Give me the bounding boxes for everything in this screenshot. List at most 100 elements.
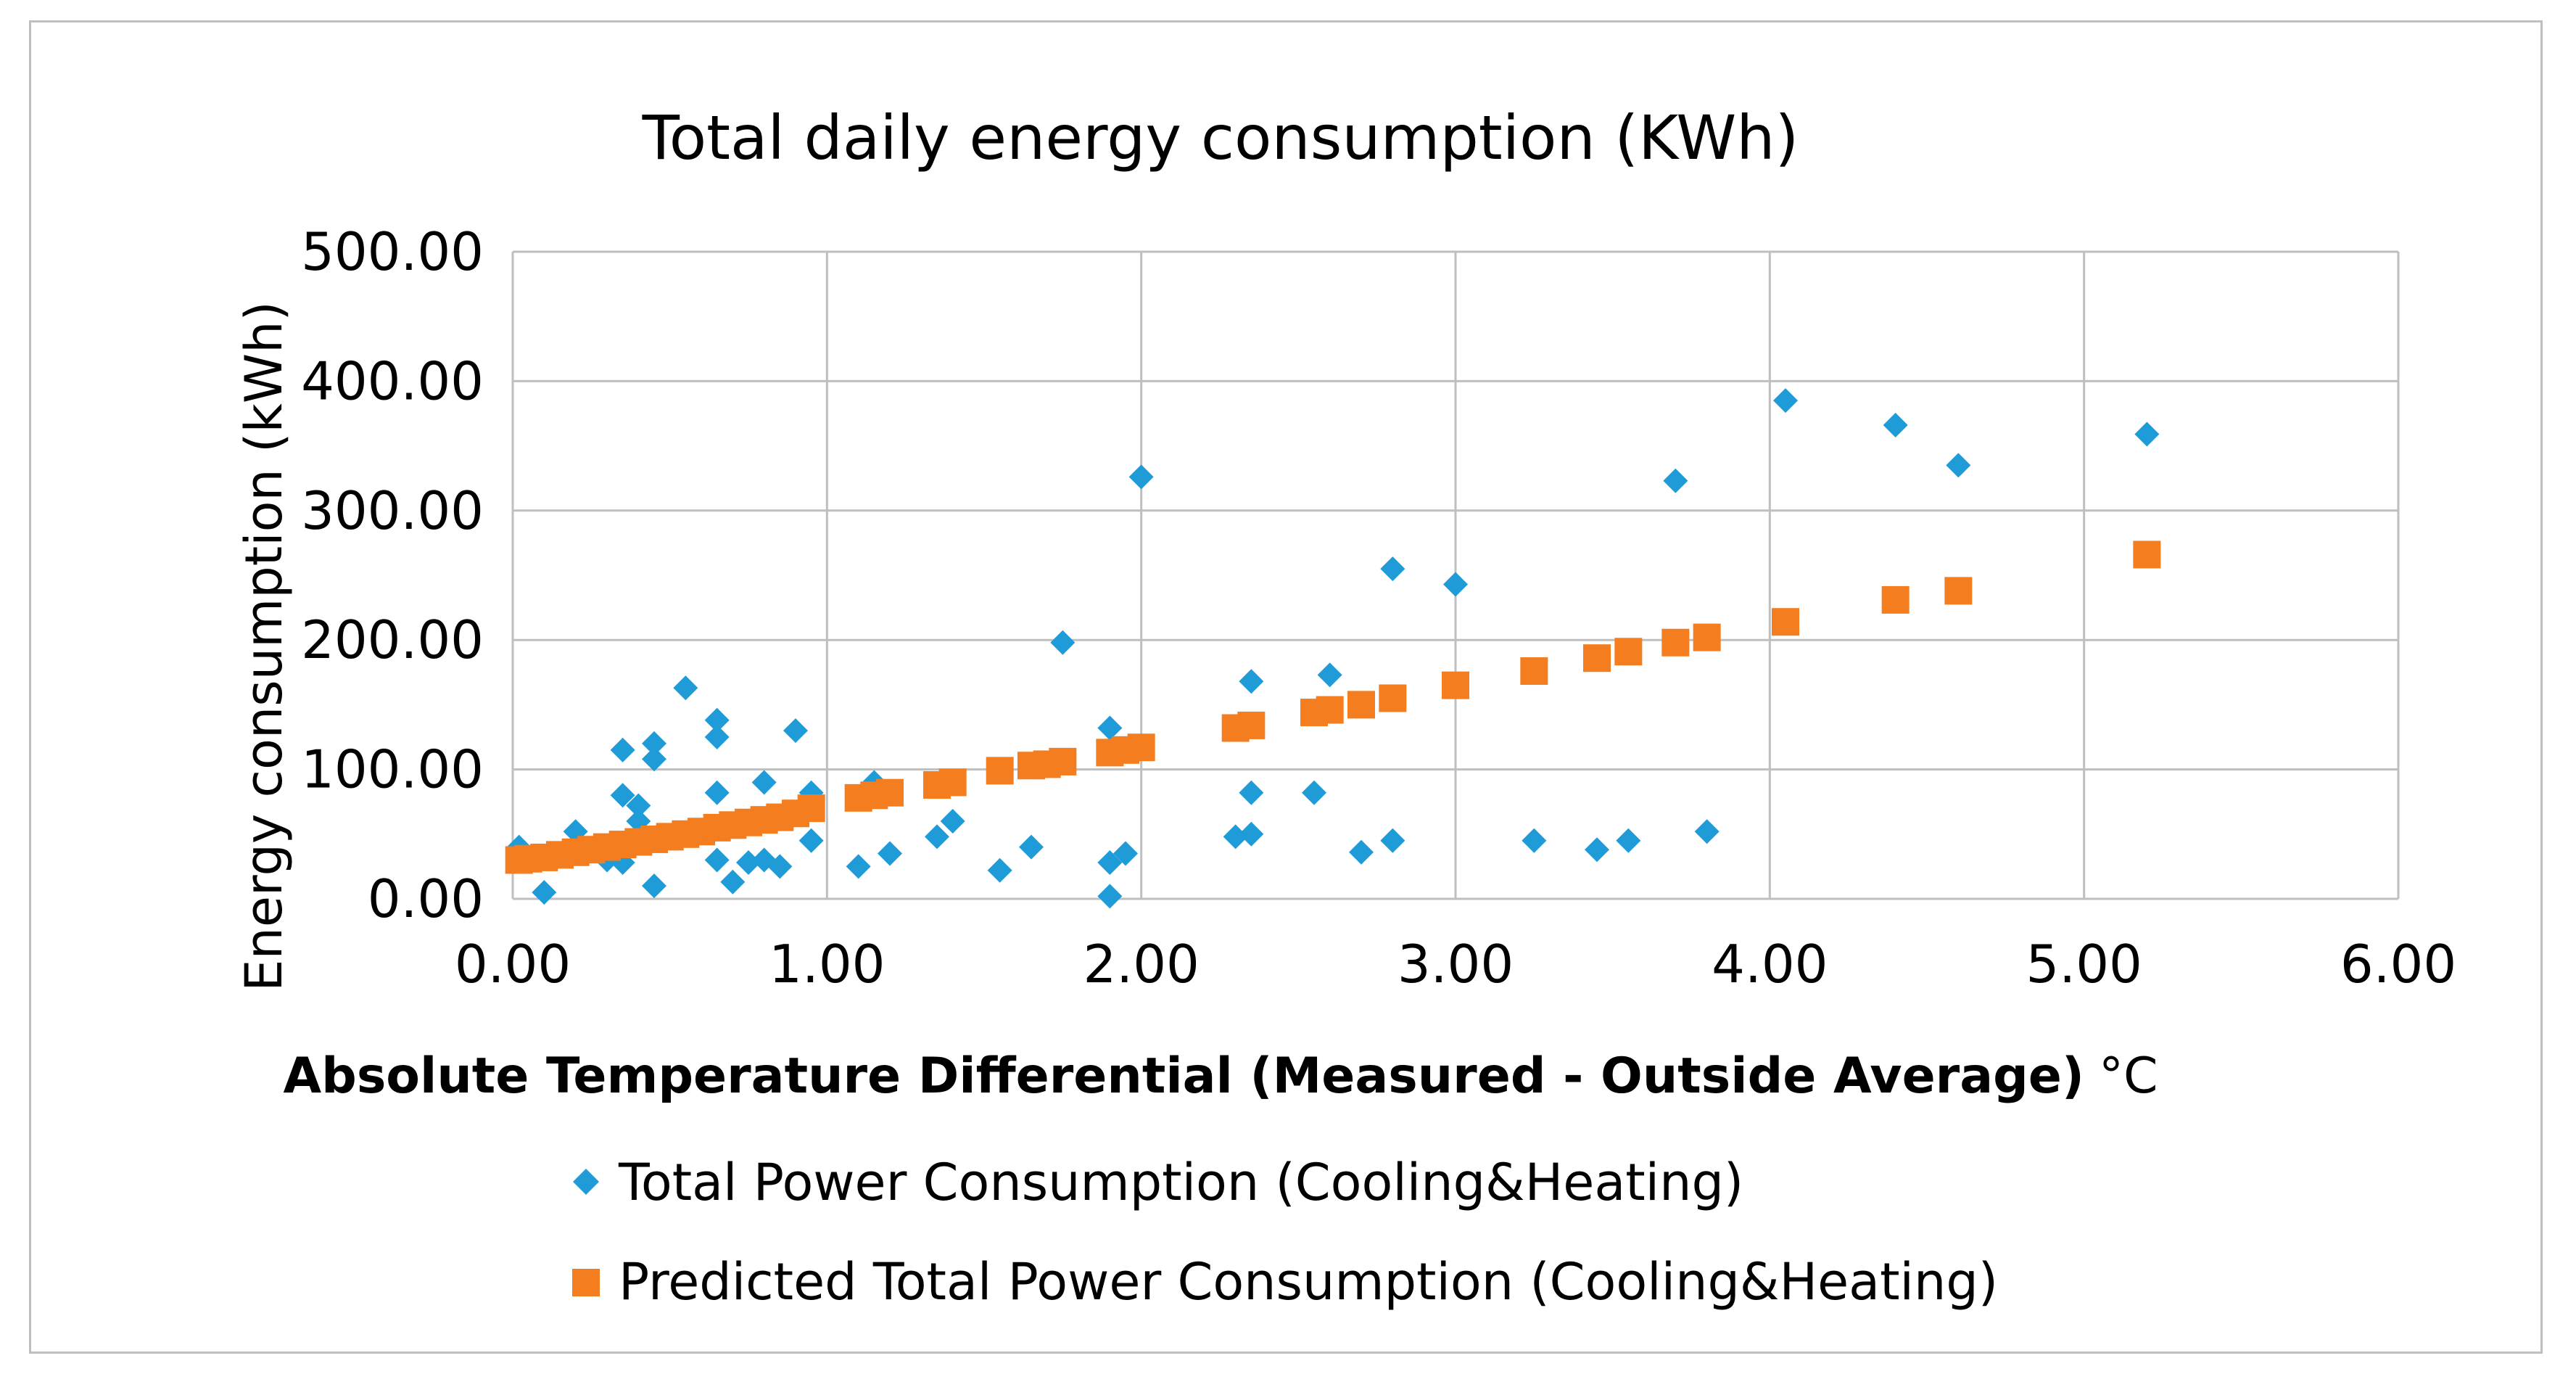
y-tick-label: 200.00 <box>301 609 484 670</box>
x-tick-label: 3.00 <box>1398 934 1514 995</box>
x-axis-ticks: 0.00 1.00 2.00 3.00 4.00 5.00 6.00 <box>455 934 2456 995</box>
data-point-diamond <box>1302 780 1326 805</box>
x-axis-title: Absolute Temperature Differential (Measu… <box>284 1048 2158 1105</box>
x-tick-label: 2.00 <box>1083 934 1200 995</box>
data-point-diamond <box>642 873 666 899</box>
data-point-square <box>1316 696 1344 724</box>
data-point-diamond <box>704 847 730 873</box>
data-point-diamond <box>1239 669 1264 694</box>
x-tick-label: 6.00 <box>2340 934 2456 995</box>
x-tick-label: 1.00 <box>769 934 885 995</box>
data-point-diamond <box>1097 884 1123 909</box>
data-point-diamond <box>987 857 1012 883</box>
data-point-diamond <box>1349 839 1374 865</box>
data-point-square <box>876 778 904 807</box>
data-point-diamond <box>783 718 808 744</box>
data-point-diamond <box>1946 453 1971 478</box>
data-point-square <box>797 794 825 823</box>
data-point-diamond <box>1522 828 1547 853</box>
data-point-diamond <box>2134 421 2160 447</box>
data-point-diamond <box>704 725 730 749</box>
legend-diamond-marker-icon <box>573 1169 599 1195</box>
data-point-diamond <box>1128 464 1154 490</box>
y-axis-ticks: 0.00 100.00 200.00 300.00 400.00 500.00 <box>301 221 484 929</box>
chart-frame: Total daily energy consumption (KWh) 0.0… <box>29 20 2543 1354</box>
chart-title: Total daily energy consumption (KWh) <box>642 102 1799 173</box>
data-point-diamond <box>767 854 793 879</box>
data-point-diamond <box>532 880 557 905</box>
data-point-diamond <box>610 737 635 762</box>
data-point-diamond <box>1585 837 1609 863</box>
data-point-diamond <box>1443 572 1468 597</box>
data-point-square <box>1442 671 1469 699</box>
data-point-square <box>1772 608 1799 636</box>
data-point-diamond <box>751 770 777 795</box>
x-axis-title-text: Absolute Temperature Differential (Measu… <box>284 1048 2084 1105</box>
data-point-square <box>1583 644 1611 672</box>
data-point-diamond <box>1380 556 1405 582</box>
data-point-diamond <box>1239 821 1264 847</box>
y-tick-label: 100.00 <box>301 739 484 800</box>
data-point-diamond <box>704 707 730 733</box>
data-point-square <box>1693 623 1721 651</box>
data-point-diamond <box>1663 468 1688 493</box>
data-point-diamond <box>1097 850 1123 876</box>
data-point-diamond <box>1050 630 1076 655</box>
data-point-square <box>1237 711 1266 739</box>
legend-label-predicted: Predicted Total Power Consumption (Cooli… <box>619 1252 1998 1312</box>
data-point-square <box>1881 585 1910 614</box>
y-tick-label: 0.00 <box>368 868 484 929</box>
data-point-diamond <box>1223 824 1248 850</box>
data-point-square <box>986 757 1014 785</box>
data-point-diamond <box>673 675 698 701</box>
data-point-square <box>1614 638 1643 666</box>
x-tick-label: 5.00 <box>2026 934 2142 995</box>
data-point-square <box>938 768 967 797</box>
x-axis-unit: °C <box>2099 1048 2158 1105</box>
data-point-diamond <box>1097 715 1123 741</box>
data-point-square <box>1661 628 1690 657</box>
y-axis-title: Energy consumption (kWh) <box>234 301 294 992</box>
data-point-diamond <box>642 731 666 756</box>
data-point-diamond <box>798 828 824 853</box>
data-point-diamond <box>642 746 666 772</box>
legend-square-marker-icon <box>572 1269 600 1296</box>
data-point-diamond <box>1113 841 1138 866</box>
data-point-diamond <box>846 854 871 879</box>
data-point-diamond <box>736 850 761 876</box>
series-layer <box>505 388 2161 909</box>
data-point-square <box>1944 577 1973 605</box>
data-point-diamond <box>1773 388 1798 414</box>
data-point-diamond <box>925 824 949 850</box>
y-tick-label: 500.00 <box>301 221 484 282</box>
data-point-diamond <box>626 793 651 818</box>
data-point-diamond <box>1616 828 1641 853</box>
y-tick-label: 400.00 <box>301 350 484 411</box>
legend-item-predicted: Predicted Total Power Consumption (Cooli… <box>572 1252 1998 1312</box>
data-point-diamond <box>1239 780 1264 805</box>
data-point-square <box>1049 747 1077 776</box>
x-tick-label: 0.00 <box>455 934 571 995</box>
scatter-chart: Total daily energy consumption (KWh) 0.0… <box>234 102 2456 1312</box>
series-predicted <box>505 540 2161 874</box>
data-point-diamond <box>1883 413 1908 438</box>
data-point-square <box>2133 540 2161 569</box>
legend-item-actual: Total Power Consumption (Cooling&Heating… <box>573 1153 1743 1212</box>
data-point-diamond <box>1317 662 1342 688</box>
data-point-square <box>1347 691 1375 719</box>
data-point-diamond <box>1380 828 1405 853</box>
data-point-square <box>1520 657 1548 686</box>
data-point-diamond <box>878 841 902 866</box>
data-point-diamond <box>1019 834 1044 860</box>
data-point-diamond <box>610 783 635 808</box>
legend-label-actual: Total Power Consumption (Cooling&Heating… <box>618 1153 1743 1212</box>
data-point-diamond <box>720 869 746 894</box>
x-tick-label: 4.00 <box>1712 934 1828 995</box>
legend: Total Power Consumption (Cooling&Heating… <box>572 1153 1998 1312</box>
y-tick-label: 300.00 <box>301 480 484 541</box>
data-point-diamond <box>704 780 730 805</box>
data-point-diamond <box>1694 819 1720 844</box>
gridlines <box>511 250 2400 900</box>
data-point-square <box>1379 684 1407 712</box>
data-point-diamond <box>940 808 965 834</box>
